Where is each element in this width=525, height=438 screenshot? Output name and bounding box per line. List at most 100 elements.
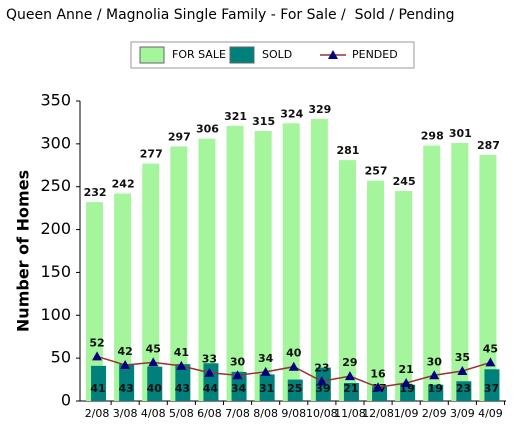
bar	[338, 160, 356, 401]
bar	[400, 384, 416, 401]
x-tick-label: 4/09	[478, 407, 503, 420]
data-label: 40	[286, 347, 302, 360]
bar	[479, 155, 497, 401]
marker	[232, 370, 243, 380]
data-label: 329	[308, 103, 331, 116]
legend-label: PENDED	[352, 48, 398, 61]
data-label: 324	[280, 107, 303, 120]
bar	[367, 180, 385, 401]
data-label: 242	[112, 178, 135, 191]
marker	[120, 360, 131, 369]
y-tick-label: 300	[40, 133, 71, 152]
marker	[204, 367, 215, 377]
bar	[119, 364, 135, 401]
bar	[147, 366, 163, 401]
legend-label: FOR SALE	[172, 48, 226, 61]
x-tick-label: 2/09	[422, 407, 447, 420]
bar	[484, 369, 500, 401]
data-label: 34	[231, 382, 247, 395]
data-label: 30	[230, 355, 246, 368]
data-label: 43	[118, 382, 133, 395]
data-label: 257	[365, 165, 388, 178]
bar	[198, 138, 216, 401]
x-tick-label: 3/08	[113, 407, 138, 420]
x-tick-label: 9/08	[281, 407, 306, 420]
data-label: 29	[342, 356, 357, 369]
data-label: 315	[252, 115, 275, 128]
data-label: 41	[174, 346, 189, 359]
data-label: 52	[89, 336, 104, 349]
data-label: 21	[343, 382, 358, 395]
data-label: 21	[398, 363, 413, 376]
x-tick-label: 6/08	[197, 407, 222, 420]
data-label: 25	[287, 382, 302, 395]
data-label: 301	[449, 127, 472, 140]
data-label: 16	[370, 367, 386, 380]
y-tick-label: 200	[40, 219, 71, 238]
y-tick-label: 350	[40, 91, 71, 110]
bar	[282, 123, 300, 402]
y-tick-label: 50	[51, 348, 71, 367]
marker	[485, 357, 496, 367]
data-label: 31	[259, 382, 274, 395]
marker	[373, 382, 384, 392]
legend-swatch	[139, 46, 165, 64]
data-label: 41	[90, 382, 105, 395]
bar	[175, 364, 191, 401]
data-label: 40	[147, 382, 163, 395]
data-label: 19	[428, 382, 443, 395]
data-label: 245	[393, 175, 416, 188]
chart-title: Queen Anne / Magnolia Single Family - Fo…	[6, 7, 454, 23]
marker	[288, 361, 299, 371]
data-label: 281	[336, 144, 359, 157]
marker	[457, 366, 468, 375]
marker	[429, 370, 440, 380]
y-tick-label: 0	[61, 391, 71, 410]
data-label: 277	[140, 148, 163, 161]
bar	[343, 383, 359, 401]
data-label: 23	[314, 361, 329, 374]
bar	[395, 191, 413, 401]
bar	[226, 125, 244, 401]
bar	[451, 143, 469, 401]
x-tick-label: 1/09	[394, 407, 419, 420]
y-tick-label: 100	[40, 305, 71, 324]
data-label: 298	[421, 130, 444, 143]
x-tick-label: 2/08	[85, 407, 110, 420]
data-label: 44	[203, 382, 219, 395]
marker	[92, 351, 103, 361]
bar	[86, 202, 104, 401]
legend-marker	[328, 50, 338, 59]
marker	[260, 366, 271, 376]
marker	[316, 376, 327, 386]
bar	[287, 379, 303, 401]
bar	[91, 365, 107, 401]
legend-box	[130, 41, 415, 69]
x-tick-label: 12/08	[362, 407, 394, 420]
data-label: 34	[258, 352, 274, 365]
data-label: 287	[477, 139, 500, 152]
bar	[259, 374, 275, 401]
x-tick-label: 4/08	[141, 407, 166, 420]
data-label: 30	[427, 355, 443, 368]
data-label: 297	[168, 130, 191, 143]
y-tick-label: 250	[40, 176, 71, 195]
legend-swatch	[229, 46, 255, 64]
data-label: 45	[483, 342, 498, 355]
y-tick-label: 150	[40, 262, 71, 281]
marker	[344, 371, 355, 381]
data-label: 45	[146, 342, 161, 355]
bar	[114, 193, 132, 401]
marker	[176, 360, 187, 370]
bar	[428, 384, 444, 401]
data-label: 35	[455, 351, 470, 364]
marker	[148, 357, 159, 367]
bar	[254, 131, 272, 401]
x-tick-label: 7/08	[225, 407, 250, 420]
bar	[310, 119, 328, 401]
bar	[170, 146, 188, 401]
data-label: 37	[484, 382, 499, 395]
data-label: 23	[456, 382, 471, 395]
data-label: 232	[84, 186, 107, 199]
